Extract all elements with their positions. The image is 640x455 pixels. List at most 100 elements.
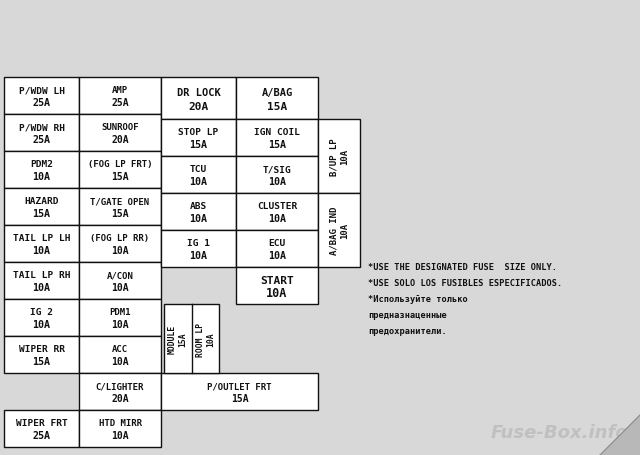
Text: WIPER FRT: WIPER FRT [15, 419, 67, 428]
Text: P/WDW LH: P/WDW LH [19, 86, 65, 95]
Text: ACC: ACC [112, 345, 128, 354]
Text: 10A: 10A [268, 177, 286, 187]
Bar [4, 115, 79, 152]
Text: 10A: 10A [268, 214, 286, 224]
Bar [4, 410, 79, 447]
Bar [161, 231, 236, 268]
Text: (FOG LP FRT): (FOG LP FRT) [88, 160, 152, 169]
Text: 10A: 10A [111, 430, 129, 440]
Text: P/WDW RH: P/WDW RH [19, 123, 65, 132]
Bar [4, 226, 79, 263]
Bar [79, 410, 161, 447]
Text: A/BAG: A/BAG [261, 87, 292, 97]
Text: *USE THE DESIGNATED FUSE  SIZE ONLY.: *USE THE DESIGNATED FUSE SIZE ONLY. [368, 263, 557, 271]
Bar [236, 120, 318, 157]
Bar [161, 193, 236, 231]
Text: *USE SOLO LOS FUSIBLES ESPECIFICADOS.: *USE SOLO LOS FUSIBLES ESPECIFICADOS. [368, 278, 563, 288]
Text: 10A: 10A [189, 251, 207, 261]
Text: 20A: 20A [111, 135, 129, 145]
Text: PDM1: PDM1 [109, 308, 131, 317]
Text: 10A: 10A [189, 214, 207, 224]
Text: 15A: 15A [33, 209, 51, 219]
Text: *Используйте только: *Используйте только [368, 294, 468, 303]
Text: T/SIG: T/SIG [262, 165, 291, 174]
Text: A/BAG IND
10A: A/BAG IND 10A [330, 207, 349, 255]
Bar [4, 188, 79, 226]
Bar [236, 268, 318, 304]
Text: 15A: 15A [267, 101, 287, 111]
Text: T/GATE OPEN: T/GATE OPEN [90, 197, 150, 206]
Text: TAIL LP LH: TAIL LP LH [13, 234, 70, 243]
Bar [4, 263, 79, 299]
Bar [236, 78, 318, 120]
Text: 10A: 10A [111, 246, 129, 256]
Text: MODULE
15A: MODULE 15A [168, 324, 188, 354]
Bar [4, 299, 79, 336]
Text: 15A: 15A [230, 393, 248, 403]
Bar [318, 120, 360, 193]
Text: PDM2: PDM2 [30, 160, 53, 169]
Bar [4, 78, 79, 115]
Bar [4, 336, 79, 373]
Text: WIPER RR: WIPER RR [19, 345, 65, 354]
Text: 10A: 10A [33, 246, 51, 256]
Text: ABS: ABS [190, 202, 207, 211]
Text: 15A: 15A [189, 140, 207, 150]
Text: START: START [260, 275, 294, 285]
Text: IG 1: IG 1 [187, 239, 210, 248]
Bar [4, 152, 79, 188]
Text: 15A: 15A [111, 209, 129, 219]
Text: 20A: 20A [188, 101, 209, 111]
Bar [79, 373, 161, 410]
Bar [318, 193, 360, 268]
Text: 25A: 25A [111, 98, 129, 108]
Text: 15A: 15A [33, 356, 51, 366]
Bar [161, 373, 318, 410]
Text: 10A: 10A [111, 319, 129, 329]
Text: TCU: TCU [190, 165, 207, 174]
Text: (FOG LP RR): (FOG LP RR) [90, 234, 150, 243]
Text: 10A: 10A [266, 286, 288, 299]
Bar [164, 304, 219, 373]
Bar [161, 120, 236, 157]
Bar [79, 336, 161, 373]
Text: 25A: 25A [33, 430, 51, 440]
Text: P/OUTLET FRT: P/OUTLET FRT [207, 382, 272, 390]
Text: ECU: ECU [268, 239, 285, 248]
Text: 20A: 20A [111, 393, 129, 403]
Text: 10A: 10A [111, 283, 129, 293]
Bar [79, 115, 161, 152]
Text: B/UP LP
10A: B/UP LP 10A [330, 138, 349, 176]
Text: HAZARD: HAZARD [24, 197, 59, 206]
Bar [161, 157, 236, 193]
Text: STOP LP: STOP LP [179, 128, 219, 137]
Bar [236, 231, 318, 268]
Text: 25A: 25A [33, 135, 51, 145]
Text: 15A: 15A [111, 172, 129, 182]
Text: HTD MIRR: HTD MIRR [99, 419, 141, 428]
Text: IG 2: IG 2 [30, 308, 53, 317]
Text: 10A: 10A [33, 283, 51, 293]
Bar [79, 152, 161, 188]
Text: 10A: 10A [33, 172, 51, 182]
Text: предохранители.: предохранители. [368, 326, 447, 335]
Bar [79, 78, 161, 115]
Text: 10A: 10A [33, 319, 51, 329]
Bar [236, 157, 318, 193]
Polygon shape [600, 415, 640, 455]
Text: A/CON: A/CON [107, 271, 133, 280]
Text: 10A: 10A [189, 177, 207, 187]
Text: TAIL LP RH: TAIL LP RH [13, 271, 70, 280]
Bar [79, 226, 161, 263]
Text: 15A: 15A [268, 140, 286, 150]
Bar [236, 193, 318, 231]
Text: ROOM LP
10A: ROOM LP 10A [196, 322, 215, 356]
Bar [79, 263, 161, 299]
Text: 10A: 10A [268, 251, 286, 261]
Text: IGN COIL: IGN COIL [254, 128, 300, 137]
Text: 25A: 25A [33, 98, 51, 108]
Text: 10A: 10A [111, 356, 129, 366]
Text: AMP: AMP [112, 86, 128, 95]
Bar [79, 188, 161, 226]
Text: SUNROOF: SUNROOF [101, 123, 139, 132]
